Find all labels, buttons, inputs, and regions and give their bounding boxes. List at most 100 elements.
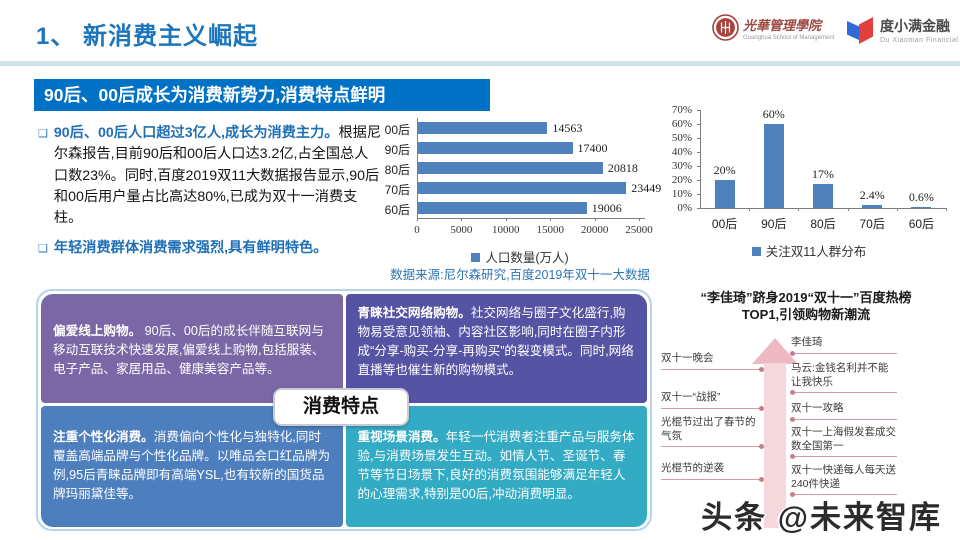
- timeline-label: 双十一快递每人每天送240件快递: [791, 464, 896, 490]
- timeline-item-strategy: 双十一攻略: [790, 402, 897, 422]
- bar: [862, 204, 883, 208]
- timeline-connector: [661, 405, 764, 411]
- consumption-features-badge: 消费特点: [273, 388, 409, 426]
- timeline-connector: [661, 366, 764, 372]
- timeline-label: 李佳琦: [791, 336, 823, 348]
- quadrant-online-shopping: 偏爱线上购物。 90后、00后的成长伴随互联网与移动互联技术快速发展,偏爱线上购…: [41, 294, 343, 403]
- header-divider: [0, 61, 960, 66]
- x-tick-label: 10000: [492, 224, 520, 236]
- y-tick-mark: [697, 138, 700, 139]
- y-tick-mark: [697, 110, 700, 111]
- timeline-label: 马云:金钱名利并不能让我快乐: [791, 362, 889, 388]
- bar-category-label: 90后: [761, 217, 787, 231]
- timeline-item-battle-report: 双十一“战报”: [661, 391, 764, 411]
- population-bar-chart: 00后 14563 90后 17400 80后 20818 70后 23449 60后 19006…: [383, 112, 661, 242]
- section-banner: 90后、00后成长为消费新势力,消费特点鲜明: [34, 79, 490, 111]
- bar-value-label: 17%: [812, 167, 834, 182]
- timeline-connector: [790, 416, 897, 422]
- page-title: 1、 新消费主义崛起: [36, 23, 259, 50]
- consumption-features-panel: 偏爱线上购物。 90后、00后的成长伴随互联网与移动互联技术快速发展,偏爱线上购…: [36, 289, 652, 531]
- bar-value-label: 0.6%: [908, 190, 934, 204]
- guanghua-logo: 光華管理學院 Guanghua School of Management: [712, 14, 834, 41]
- timeline-item-courier: 双十一快递每人每天送240件快递: [790, 464, 897, 498]
- bar: [911, 207, 932, 208]
- y-tick-label: 50%: [671, 132, 692, 144]
- legend-label: 关注双11人群分布: [765, 245, 867, 259]
- legend-label: 人口数量(万人): [485, 251, 569, 265]
- timeline-item-lijiaqi: 李佳琦: [790, 336, 897, 356]
- quadrant-lead: 注重个性化消费。: [53, 430, 154, 444]
- quadrant-lead: 偏爱线上购物。: [53, 324, 142, 338]
- timeline-label: 双十一“战报”: [661, 391, 721, 403]
- bar-category-label: 90后: [384, 143, 410, 157]
- timeline-item-festival-vibe: 光棍节过出了春节的气氛: [661, 416, 764, 450]
- bar-value-label: 60%: [762, 107, 785, 121]
- y-tick-mark: [697, 180, 700, 181]
- timeline-connector: [661, 476, 764, 482]
- x-tick-mark: [749, 208, 751, 211]
- bar-value-label: 20%: [713, 163, 736, 177]
- bar: [418, 122, 548, 134]
- y-tick-label: 60%: [671, 118, 692, 130]
- quadrant-body: 社交网络与圈子文化盛行,购物易受意见领袖、内容社区影响,同时在圈子内形成“分享-…: [357, 306, 634, 378]
- key-points: ❑ 90后、00后人口超过3亿人,成长为消费主力。根据尼尔森报告,目前90后和0…: [36, 123, 382, 269]
- bullet-demand: ❑ 年轻消费群体消费需求强烈,具有鲜明特色。: [36, 238, 382, 259]
- bar-category-label: 70后: [384, 183, 410, 197]
- bar-value-label: 14563: [552, 121, 583, 135]
- bar-category-label: 70后: [859, 217, 885, 231]
- bullet-square-icon: ❑: [38, 128, 48, 140]
- y-tick-mark: [697, 124, 700, 125]
- bullet-population: ❑ 90后、00后人口超过3亿人,成长为消费主力。根据尼尔森报告,目前90后和0…: [36, 123, 382, 229]
- data-source-note: 数据来源:尼尔森研究,百度2019年双十一大数据: [390, 268, 650, 282]
- timeline-connector: [790, 492, 897, 498]
- hot-search-title-line2: TOP1,引领购物新潮流: [741, 306, 871, 322]
- bar: [813, 184, 833, 208]
- timeline-item-mayun: 马云:金钱名利并不能让我快乐: [790, 362, 897, 396]
- y-tick-mark: [697, 166, 700, 167]
- bar-value-label: 20818: [607, 161, 638, 175]
- bar-value-label: 17400: [577, 141, 608, 155]
- timeline-connector: [790, 390, 897, 396]
- x-tick-mark: [798, 208, 800, 211]
- quadrant-lead: 青睐社交网络购物。: [357, 306, 471, 320]
- y-tick-label: 30%: [671, 160, 692, 172]
- y-tick-label: 40%: [671, 146, 692, 158]
- guanghua-seal-icon: [712, 14, 739, 41]
- population-chart-legend: 人口数量(万人): [383, 247, 657, 266]
- hot-search-panel: “李佳琦”跻身2019“双十一”百度热榜 TOP1,引领购物新潮流 双十一晚会 …: [655, 288, 957, 540]
- x-tick-label: 15000: [536, 224, 564, 236]
- timeline-item-gala: 双十一晚会: [661, 352, 764, 372]
- quadrant-personalized-consumption: 注重个性化消费。消费偏向个性化与独特化,同时覆盖高端品牌与个性化品牌。以唯品会口…: [41, 406, 343, 527]
- bar-value-label: 19006: [591, 201, 622, 215]
- bar: [418, 202, 587, 214]
- y-tick-mark: [697, 152, 700, 153]
- bar: [763, 124, 784, 208]
- x-tick-mark: [896, 208, 898, 211]
- x-tick-mark: [639, 218, 640, 221]
- bar-category-label: 60后: [384, 203, 410, 217]
- bar: [418, 182, 627, 194]
- quadrant-body: 消费偏向个性化与独特化,同时覆盖高端品牌与个性化品牌。以唯品会口红品牌为例,95…: [53, 430, 331, 502]
- x-tick-mark: [550, 218, 552, 221]
- duxiaoman-logo-caption: Du Xiaoman Financial: [880, 37, 959, 44]
- y-tick-label: 20%: [671, 174, 692, 186]
- bar-category-label: 00后: [384, 123, 410, 137]
- x-tick-mark: [594, 218, 596, 221]
- guanghua-logo-caption: Guanghua School of Management: [743, 34, 835, 41]
- quadrant-scene-consumption: 重视场景消费。年轻一代消费者注重产品与服务体验,与消费场景发生互动。如情人节、圣…: [345, 406, 647, 527]
- timeline-item-wig-sales: 双十一上海假发套成交数全国第一: [790, 426, 897, 460]
- bar-value-label: 23449: [631, 181, 662, 195]
- timeline-connector: [790, 350, 897, 356]
- y-tick-label: 0%: [677, 202, 692, 214]
- timeline-connector: [790, 454, 897, 460]
- x-axis-line: [700, 208, 946, 209]
- y-tick-mark: [697, 208, 700, 209]
- x-tick-mark: [505, 218, 507, 221]
- hot-search-title-line1: “李佳琦”跻身2019“双十一”百度热榜: [700, 290, 912, 305]
- timeline-label: 光棍节的逆袭: [661, 462, 724, 474]
- bar-category-label: 80后: [810, 217, 836, 231]
- bar: [714, 180, 735, 208]
- x-tick-mark: [946, 208, 947, 211]
- guanghua-logo-text: 光華管理學院: [743, 17, 822, 33]
